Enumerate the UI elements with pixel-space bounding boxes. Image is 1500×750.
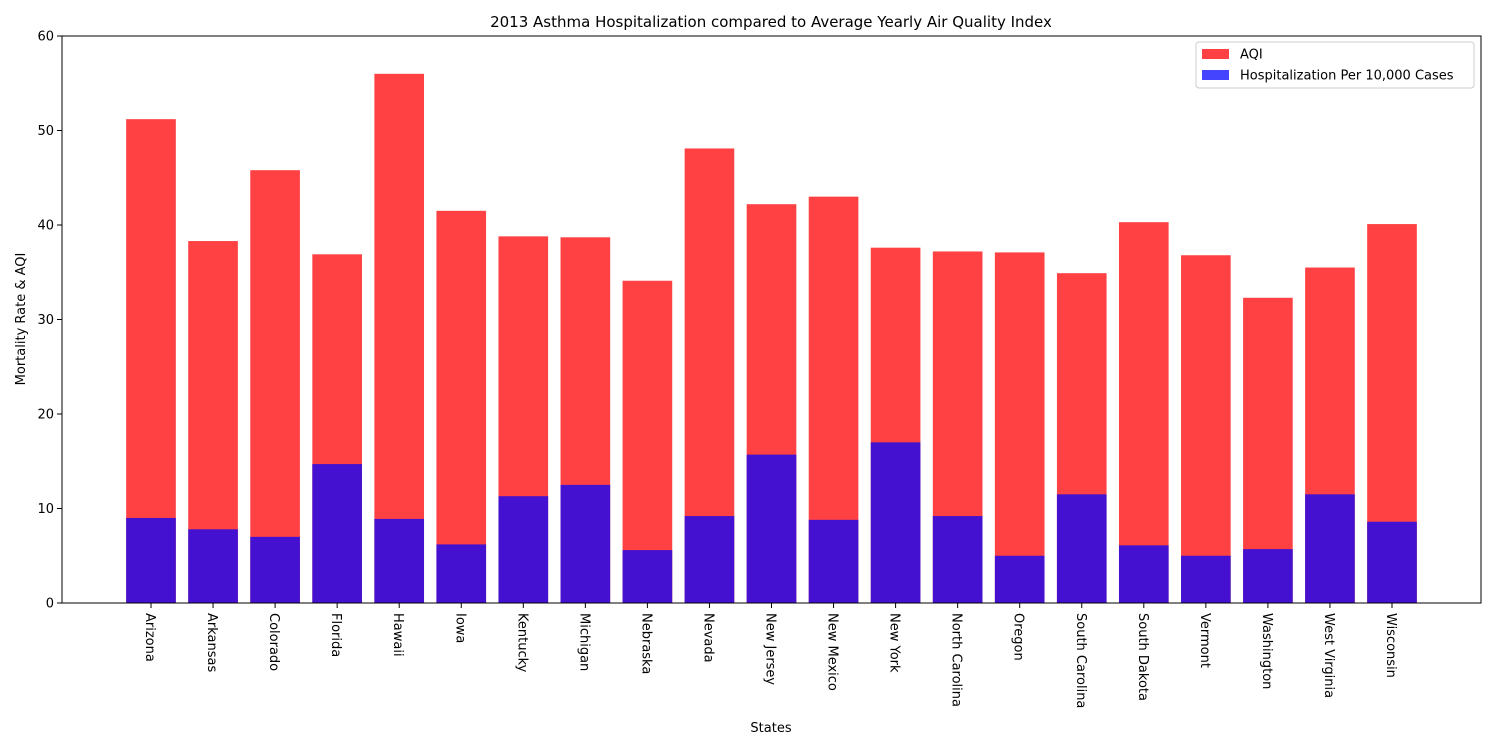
x-tick-label: Arkansas	[204, 613, 219, 672]
x-tick-label: West Virginia	[1321, 613, 1336, 698]
aqi-bar-vermont	[1181, 255, 1231, 604]
x-tick-label: Kentucky	[514, 613, 529, 673]
y-tick-label: 10	[37, 502, 54, 517]
hospitalization-bar-oregon	[994, 555, 1045, 603]
x-tick-label: Washington	[1259, 613, 1274, 689]
x-tick-label: North Carolina	[949, 613, 964, 707]
aqi-bar-iowa	[436, 210, 487, 603]
x-tick-label: Arizona	[142, 613, 157, 662]
x-tick-label: South Carolina	[1073, 613, 1088, 708]
hospitalization-bar-hawaii	[374, 518, 425, 603]
y-tick-label: 40	[37, 219, 54, 234]
y-tick-label: 20	[37, 408, 54, 423]
hospitalization-bar-new-jersey	[746, 454, 797, 603]
hospitalization-bar-iowa	[436, 544, 487, 603]
y-tick-label: 30	[37, 313, 54, 328]
hospitalization-bar-south-carolina	[1056, 494, 1107, 603]
legend-box	[1195, 41, 1475, 89]
hospitalization-bar-nebraska	[622, 550, 673, 603]
axes-layer: 0 10 20 30 40 50 60 Arizona Arkansas Colorado Flor…	[37, 30, 1482, 708]
chart-title: 2013 Asthma Hospitalization compared to …	[490, 13, 1052, 31]
bars-layer	[126, 73, 1417, 604]
hospitalization-bar-new-mexico	[808, 519, 859, 603]
hospitalization-bar-north-carolina	[932, 516, 983, 603]
x-tick-label: New York	[887, 613, 902, 673]
aqi-bar-south-dakota	[1118, 222, 1169, 604]
aqi-bar-nebraska	[622, 280, 673, 603]
hospitalization-bar-vermont	[1181, 555, 1231, 603]
aqi-bar-colorado	[250, 170, 300, 603]
x-tick-label: New Jersey	[763, 613, 778, 685]
hospitalization-bar-washington	[1243, 549, 1293, 603]
x-tick-label: South Dakota	[1135, 613, 1150, 701]
x-tick-label: Colorado	[266, 613, 281, 671]
hospitalization-bar-south-dakota	[1118, 545, 1169, 603]
hospitalization-bar-florida	[312, 464, 362, 603]
hospitalization-bar-kentucky	[498, 496, 549, 603]
hospitalization-bar-wisconsin	[1367, 521, 1417, 603]
x-tick-label: Oregon	[1011, 613, 1026, 661]
x-tick-label: New Mexico	[825, 613, 840, 691]
y-tick-label: 0	[46, 597, 54, 612]
hospitalization-bar-nevada	[684, 516, 735, 603]
legend-swatch	[1202, 49, 1229, 59]
hospitalization-bar-west-virginia	[1305, 494, 1355, 603]
aqi-bar-hawaii	[374, 73, 425, 604]
hospitalization-bar-arkansas	[188, 529, 238, 603]
y-tick-label: 60	[37, 30, 54, 45]
x-tick-label: Vermont	[1197, 613, 1212, 668]
x-axis-label: States	[750, 721, 791, 736]
x-tick-label: Nevada	[700, 613, 715, 663]
hospitalization-bar-new-york	[870, 442, 921, 603]
x-tick-label: Hawaii	[390, 613, 405, 657]
x-tick-label: Nebraska	[638, 613, 653, 674]
legend: AQI Hospitalization Per 10,000 Cases	[1195, 41, 1475, 89]
legend-label: AQI	[1240, 48, 1263, 63]
aqi-bar-oregon	[994, 252, 1045, 603]
hospitalization-bar-michigan	[560, 484, 611, 604]
x-tick-label: Iowa	[452, 613, 467, 643]
y-axis-label: Mortality Rate & AQI	[14, 253, 29, 386]
legend-swatch	[1202, 70, 1229, 80]
hospitalization-bar-colorado	[250, 536, 300, 603]
x-tick-label: Wisconsin	[1383, 613, 1398, 678]
x-tick-label: Florida	[328, 613, 343, 657]
hospitalization-bar-arizona	[126, 517, 176, 603]
x-tick-label: Michigan	[576, 613, 591, 671]
y-tick-label: 50	[37, 124, 54, 139]
legend-label: Hospitalization Per 10,000 Cases	[1240, 69, 1454, 84]
